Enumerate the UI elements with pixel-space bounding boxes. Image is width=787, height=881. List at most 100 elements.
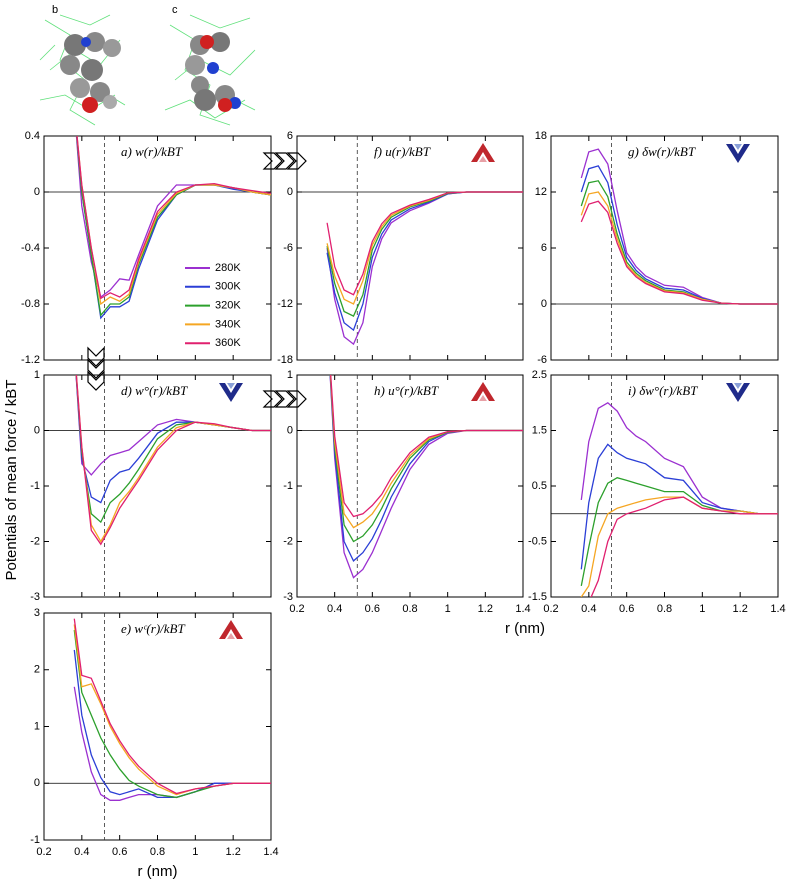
y-tick-label: -18 — [277, 354, 293, 366]
legend-label: 360K — [215, 337, 241, 349]
series-line — [580, 476, 778, 587]
y-tick-label: 0 — [287, 424, 293, 436]
y-tick-label: 0 — [541, 298, 547, 310]
icon-down-inner — [734, 144, 742, 150]
panel-title: i) δw°(r)/kBT — [628, 383, 698, 398]
series-line — [75, 375, 271, 546]
chevrons — [87, 152, 307, 408]
panel: -1.2 -0.8 -0.4 0 0.4 a) w(r)/kBT 280K 300K 320K 3… — [21, 130, 272, 366]
y-tick-label: 0.4 — [25, 130, 40, 142]
series-line — [580, 148, 778, 305]
x-tick-label: 1.2 — [733, 603, 748, 615]
y-tick-label: -1 — [30, 834, 40, 846]
series-line — [580, 443, 778, 570]
panel-title: h) u°(r)/kBT — [374, 383, 439, 398]
y-tick-label: 0 — [34, 186, 40, 198]
series-line — [580, 165, 778, 305]
panel: -3 -2 -1 0 1 0.2 0.4 0.6 0.8 1 1.2 1.4 r (nm) h) u°(r… — [283, 369, 545, 637]
x-tick-label: 0.6 — [619, 603, 634, 615]
x-tick-label: 0.8 — [402, 603, 417, 615]
icon-down — [219, 383, 243, 402]
series-line — [73, 649, 271, 799]
y-tick-label: -6 — [283, 242, 293, 254]
x-tick-label: 0.4 — [327, 603, 342, 615]
x-tick-label: 0.2 — [543, 603, 558, 615]
series-line — [329, 375, 523, 579]
legend-label: 300K — [215, 281, 241, 293]
y-tick-label: 1 — [34, 369, 40, 381]
y-tick-label: -12 — [277, 298, 293, 310]
panel: -1.5 -0.5 0.5 1.5 2.5 0.2 0.4 0.6 0.8 1 1.2 1.4 i) δ… — [528, 369, 786, 615]
plot-frame — [550, 135, 779, 361]
x-tick-label: 1 — [192, 846, 198, 858]
series-line — [76, 136, 271, 300]
y-tick-label: -3 — [283, 591, 293, 603]
series-line — [330, 375, 523, 518]
panel-title: f) u(r)/kBT — [374, 144, 431, 159]
x-tick-label: 1.2 — [226, 846, 241, 858]
y-tick-label: 2 — [34, 664, 40, 676]
x-tick-label: 0.6 — [112, 846, 127, 858]
x-tick-label: 0.8 — [657, 603, 672, 615]
icon-down — [726, 144, 750, 163]
inset-c-atoms — [185, 32, 241, 112]
y-axis-label: Potentials of mean force / kBT — [3, 380, 20, 581]
x-tick-label: 1.4 — [770, 603, 785, 615]
y-tick-label: 0.5 — [532, 480, 547, 492]
x-tick-label: 0.2 — [289, 603, 304, 615]
y-tick-label: -1.2 — [21, 354, 40, 366]
series-line — [580, 496, 778, 597]
icon-up — [219, 620, 243, 639]
y-tick-label: 6 — [287, 130, 293, 142]
legend-label: 280K — [215, 262, 241, 274]
x-axis-label: r (nm) — [505, 620, 545, 637]
y-tick-label: 1 — [287, 369, 293, 381]
y-tick-label: 12 — [535, 186, 547, 198]
panel-title: g) δw(r)/kBT — [628, 144, 696, 159]
y-tick-label: 6 — [541, 242, 547, 254]
panel-label: b — [52, 4, 58, 16]
y-tick-label: -2 — [30, 535, 40, 547]
icon-up-inner — [227, 633, 235, 639]
series-line — [73, 629, 271, 799]
panel: -3 -2 -1 0 1 d) w°(r)/kBT — [30, 369, 272, 603]
series-line — [73, 618, 271, 795]
y-tick-label: -3 — [30, 591, 40, 603]
x-axis-label: r (nm) — [138, 863, 178, 880]
series-line — [580, 200, 778, 305]
series-line — [76, 136, 271, 317]
x-tick-label: 0.2 — [36, 846, 51, 858]
x-tick-label: 1.4 — [515, 603, 530, 615]
icon-down — [726, 383, 750, 402]
y-tick-label: -0.8 — [21, 298, 40, 310]
y-tick-label: -2 — [283, 535, 293, 547]
inset-b-atoms — [60, 32, 121, 113]
y-tick-label: -1 — [30, 480, 40, 492]
panel-title: e) wᶜ(r)/kBT — [121, 621, 185, 636]
series-line — [580, 180, 778, 305]
x-tick-label: 1.2 — [478, 603, 493, 615]
legend-label: 320K — [215, 300, 241, 312]
y-tick-label: 1.5 — [532, 424, 547, 436]
x-tick-label: 0.4 — [581, 603, 596, 615]
y-tick-label: 0 — [34, 424, 40, 436]
y-tick-label: 3 — [34, 607, 40, 619]
series-line — [590, 496, 778, 597]
x-tick-label: 1 — [445, 603, 451, 615]
y-tick-label: 18 — [535, 130, 547, 142]
y-tick-label: 0 — [34, 777, 40, 789]
panel-title: a) w(r)/kBT — [121, 144, 183, 159]
y-tick-label: -6 — [537, 354, 547, 366]
icon-up-inner — [479, 156, 487, 162]
icon-down-inner — [227, 383, 235, 389]
panel-label: c — [172, 4, 178, 16]
series-line — [76, 136, 271, 320]
y-tick-label: 0 — [287, 186, 293, 198]
x-tick-label: 1 — [699, 603, 705, 615]
icon-down-inner — [734, 383, 742, 389]
icon-up — [471, 382, 495, 401]
panel-title: d) w°(r)/kBT — [121, 383, 188, 398]
y-tick-label: 2.5 — [532, 369, 547, 381]
y-tick-label: -1.5 — [528, 591, 547, 603]
